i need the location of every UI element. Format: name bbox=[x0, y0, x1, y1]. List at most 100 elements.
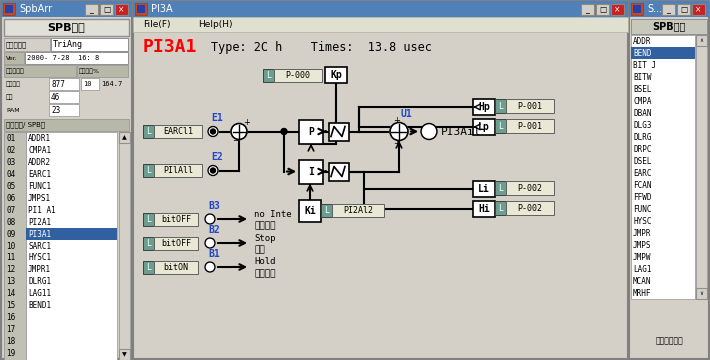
Text: SARC1: SARC1 bbox=[28, 242, 51, 251]
Bar bbox=[696, 288, 707, 299]
Text: ADDR1: ADDR1 bbox=[28, 134, 51, 143]
Bar bbox=[692, 4, 705, 15]
Text: 16: 16 bbox=[6, 314, 15, 323]
Bar bbox=[473, 201, 495, 217]
Text: MRHF: MRHF bbox=[633, 288, 652, 297]
Text: HYSC1: HYSC1 bbox=[28, 253, 51, 262]
Text: ∨: ∨ bbox=[699, 291, 704, 296]
Text: 14: 14 bbox=[6, 289, 15, 298]
Text: 08: 08 bbox=[6, 217, 15, 226]
Bar bbox=[26, 228, 117, 240]
Text: 13: 13 bbox=[6, 278, 15, 287]
Circle shape bbox=[421, 123, 437, 140]
Text: bitOFF: bitOFF bbox=[161, 215, 191, 224]
Text: PI2A1: PI2A1 bbox=[28, 217, 51, 226]
Bar bbox=[154, 125, 202, 138]
Bar bbox=[4, 104, 48, 116]
Bar bbox=[133, 17, 628, 32]
Bar bbox=[143, 164, 154, 177]
Text: +: + bbox=[393, 116, 400, 125]
Text: 09: 09 bbox=[6, 230, 15, 239]
Text: File(F): File(F) bbox=[143, 20, 170, 29]
Text: BIT J: BIT J bbox=[633, 60, 656, 69]
Bar bbox=[119, 349, 130, 360]
Bar bbox=[143, 237, 154, 250]
Text: LAG11: LAG11 bbox=[28, 289, 51, 298]
Bar bbox=[611, 4, 624, 15]
Text: BITW: BITW bbox=[633, 72, 652, 81]
Bar bbox=[495, 99, 506, 113]
Bar bbox=[154, 164, 202, 177]
Bar bbox=[119, 132, 130, 143]
Bar bbox=[85, 4, 98, 15]
Text: 05: 05 bbox=[6, 181, 15, 190]
Text: 最終ブロック: 最終ブロック bbox=[655, 337, 683, 346]
Text: L: L bbox=[146, 166, 151, 175]
Text: DSEL: DSEL bbox=[633, 157, 652, 166]
Text: EARC: EARC bbox=[633, 168, 652, 177]
Text: HYSC: HYSC bbox=[633, 216, 652, 225]
Text: MCAN: MCAN bbox=[633, 276, 652, 285]
Text: Hp: Hp bbox=[478, 102, 490, 112]
Text: PI1 A1: PI1 A1 bbox=[28, 206, 56, 215]
Text: □: □ bbox=[599, 5, 606, 14]
Text: +: + bbox=[393, 139, 400, 148]
Text: PI3Ail: PI3Ail bbox=[441, 126, 481, 136]
Text: P-002: P-002 bbox=[518, 184, 542, 193]
Bar bbox=[495, 181, 506, 195]
Bar bbox=[49, 78, 79, 90]
Text: EARCl1: EARCl1 bbox=[163, 127, 193, 136]
Text: FCAN: FCAN bbox=[633, 180, 652, 189]
Text: 使用割合%: 使用割合% bbox=[79, 68, 100, 74]
Text: Help(H): Help(H) bbox=[198, 20, 232, 29]
Text: ▼: ▼ bbox=[122, 352, 127, 357]
Bar bbox=[115, 4, 128, 15]
Bar bbox=[629, 1, 709, 359]
Text: B1: B1 bbox=[208, 249, 220, 259]
Bar bbox=[100, 4, 113, 15]
Text: FUNC: FUNC bbox=[633, 204, 652, 213]
Bar bbox=[4, 19, 129, 36]
Text: L: L bbox=[146, 263, 151, 272]
Text: 18: 18 bbox=[6, 338, 15, 346]
Bar bbox=[133, 1, 628, 17]
Text: L: L bbox=[498, 203, 503, 212]
Text: SPB配列: SPB配列 bbox=[48, 23, 85, 32]
Circle shape bbox=[208, 166, 218, 176]
Text: ▲: ▲ bbox=[122, 135, 127, 140]
Text: P-001: P-001 bbox=[518, 102, 542, 111]
Text: JMPW: JMPW bbox=[633, 252, 652, 261]
Bar bbox=[4, 91, 48, 103]
Circle shape bbox=[205, 214, 215, 224]
Text: L: L bbox=[498, 122, 503, 131]
Text: P-001: P-001 bbox=[518, 122, 542, 131]
Bar bbox=[299, 120, 323, 144]
Text: L: L bbox=[146, 239, 151, 248]
Text: JMPR: JMPR bbox=[633, 229, 652, 238]
Text: 06: 06 bbox=[6, 194, 15, 202]
Circle shape bbox=[208, 126, 218, 136]
Text: 02: 02 bbox=[6, 145, 15, 154]
Text: 10: 10 bbox=[6, 242, 15, 251]
Bar bbox=[154, 237, 198, 250]
Bar bbox=[4, 65, 76, 77]
Text: P-002: P-002 bbox=[518, 203, 542, 212]
Text: 04: 04 bbox=[6, 170, 15, 179]
Text: CMPA: CMPA bbox=[633, 96, 652, 105]
Text: Stop: Stop bbox=[254, 234, 275, 243]
Bar bbox=[26, 132, 117, 360]
Bar bbox=[631, 47, 695, 59]
Bar bbox=[325, 67, 347, 83]
Text: □: □ bbox=[680, 5, 687, 14]
Bar bbox=[299, 199, 321, 221]
Bar bbox=[4, 119, 129, 131]
Text: SPB参照: SPB参照 bbox=[652, 22, 686, 32]
Text: +: + bbox=[243, 118, 250, 127]
Text: P: P bbox=[308, 126, 314, 136]
Bar bbox=[263, 69, 274, 82]
Text: JMPR1: JMPR1 bbox=[28, 266, 51, 274]
Text: PIlAll: PIlAll bbox=[163, 166, 193, 175]
Bar bbox=[81, 78, 99, 90]
Bar bbox=[119, 132, 130, 360]
Text: 停止: 停止 bbox=[254, 246, 265, 255]
